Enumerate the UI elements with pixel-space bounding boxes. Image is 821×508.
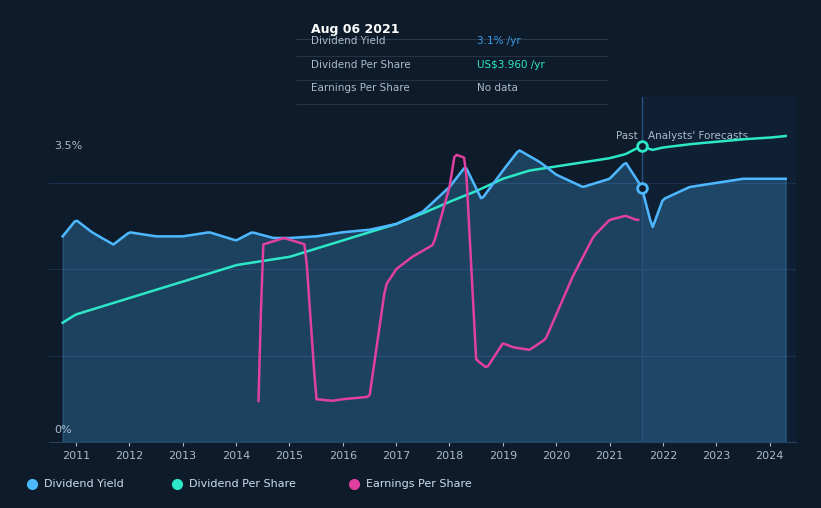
- Text: US$3.960 /yr: US$3.960 /yr: [476, 59, 544, 70]
- Text: Analysts' Forecasts: Analysts' Forecasts: [648, 131, 748, 141]
- Text: Dividend Yield: Dividend Yield: [311, 36, 386, 46]
- Text: 0%: 0%: [54, 425, 72, 435]
- Text: Dividend Per Share: Dividend Per Share: [311, 59, 410, 70]
- Text: Dividend Yield: Dividend Yield: [44, 479, 124, 489]
- Text: Aug 06 2021: Aug 06 2021: [311, 23, 400, 36]
- Text: Past: Past: [616, 131, 638, 141]
- Text: 3.5%: 3.5%: [54, 141, 83, 151]
- Text: Dividend Per Share: Dividend Per Share: [189, 479, 296, 489]
- Text: Earnings Per Share: Earnings Per Share: [311, 83, 410, 93]
- Text: No data: No data: [476, 83, 517, 93]
- Bar: [641, 97, 796, 442]
- Text: Earnings Per Share: Earnings Per Share: [366, 479, 472, 489]
- Text: 3.1% /yr: 3.1% /yr: [476, 36, 521, 46]
